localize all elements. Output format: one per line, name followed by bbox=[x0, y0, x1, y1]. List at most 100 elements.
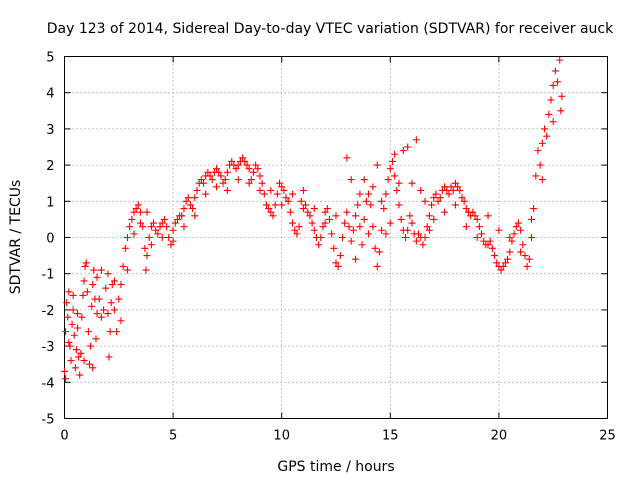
data-point bbox=[137, 219, 145, 227]
data-point bbox=[267, 186, 275, 194]
data-point bbox=[421, 197, 429, 205]
data-point bbox=[521, 252, 529, 260]
data-point bbox=[493, 259, 501, 267]
data-point bbox=[473, 215, 481, 223]
data-point bbox=[280, 186, 288, 194]
data-point bbox=[228, 157, 236, 165]
chart-title: Day 123 of 2014, Sidereal Day-to-day VTE… bbox=[47, 21, 614, 37]
data-point bbox=[349, 226, 357, 234]
data-point bbox=[406, 212, 414, 220]
data-point bbox=[527, 234, 535, 241]
data-point bbox=[137, 208, 145, 216]
y-tick-label: -5 bbox=[42, 413, 55, 428]
data-point bbox=[213, 165, 221, 173]
data-point bbox=[65, 338, 73, 346]
data-point bbox=[178, 212, 186, 220]
data-point bbox=[423, 223, 431, 231]
data-point bbox=[541, 125, 549, 133]
data-point bbox=[232, 165, 240, 173]
data-point bbox=[215, 168, 223, 176]
data-point bbox=[334, 262, 342, 270]
data-point bbox=[110, 277, 118, 285]
data-point bbox=[484, 212, 492, 220]
data-point bbox=[262, 201, 270, 209]
data-point bbox=[443, 186, 451, 194]
data-point bbox=[139, 223, 147, 231]
data-point bbox=[488, 244, 496, 252]
data-point bbox=[393, 186, 401, 194]
data-point bbox=[291, 226, 299, 234]
data-point bbox=[276, 179, 284, 187]
data-point bbox=[62, 375, 70, 383]
data-point bbox=[380, 205, 388, 213]
data-point bbox=[451, 179, 459, 187]
data-point bbox=[517, 226, 525, 234]
data-point bbox=[66, 342, 74, 350]
data-point bbox=[378, 197, 386, 205]
data-point bbox=[332, 212, 340, 220]
data-point bbox=[469, 208, 477, 216]
data-point bbox=[384, 176, 392, 184]
y-axis-label: SDTVAR / TECUs bbox=[8, 180, 24, 295]
data-point bbox=[132, 205, 140, 213]
data-point bbox=[113, 328, 121, 336]
data-point bbox=[323, 205, 331, 213]
data-point bbox=[425, 226, 433, 234]
data-point bbox=[360, 215, 368, 223]
y-tick-label: -3 bbox=[42, 340, 55, 355]
data-point bbox=[84, 328, 92, 336]
data-point bbox=[256, 186, 264, 194]
data-point bbox=[234, 176, 242, 184]
data-point bbox=[436, 194, 444, 202]
data-point bbox=[458, 194, 466, 202]
data-point bbox=[221, 176, 229, 184]
data-point bbox=[373, 262, 381, 270]
data-point bbox=[130, 208, 138, 216]
data-point bbox=[110, 306, 118, 314]
y-tick-label: 4 bbox=[46, 87, 54, 102]
data-point bbox=[70, 331, 78, 339]
data-point bbox=[126, 223, 134, 231]
data-point bbox=[273, 190, 281, 198]
data-point bbox=[156, 223, 164, 231]
data-point bbox=[445, 190, 453, 198]
x-tick-label: 15 bbox=[382, 429, 399, 444]
data-point bbox=[460, 197, 468, 205]
data-point bbox=[421, 234, 429, 241]
data-point bbox=[108, 281, 116, 289]
data-point bbox=[504, 255, 512, 263]
data-point bbox=[525, 255, 533, 263]
data-point bbox=[105, 353, 113, 361]
data-point bbox=[245, 179, 253, 187]
data-point bbox=[234, 161, 242, 169]
data-point bbox=[76, 371, 84, 379]
data-point bbox=[506, 234, 514, 241]
y-tick-label: 0 bbox=[46, 232, 54, 247]
data-point bbox=[512, 223, 520, 231]
data-point bbox=[441, 208, 449, 216]
data-point bbox=[299, 205, 307, 213]
data-point bbox=[310, 226, 318, 234]
data-point bbox=[543, 132, 551, 140]
data-point bbox=[369, 183, 377, 191]
data-point bbox=[530, 205, 538, 213]
data-point bbox=[184, 194, 192, 202]
data-point bbox=[475, 223, 483, 231]
y-tick-label: -1 bbox=[42, 268, 55, 283]
data-point bbox=[72, 346, 80, 354]
data-point bbox=[193, 186, 201, 194]
data-point bbox=[69, 291, 77, 299]
data-point bbox=[67, 357, 75, 365]
data-point bbox=[362, 197, 370, 205]
data-point bbox=[286, 208, 294, 216]
data-point bbox=[150, 219, 158, 227]
data-point bbox=[284, 197, 292, 205]
data-point bbox=[295, 223, 303, 231]
data-point bbox=[92, 335, 100, 343]
data-point bbox=[378, 226, 386, 234]
data-point bbox=[302, 201, 310, 209]
data-point bbox=[395, 179, 403, 187]
data-point bbox=[473, 234, 481, 241]
x-tick-label: 5 bbox=[169, 429, 177, 444]
data-point bbox=[308, 219, 316, 227]
